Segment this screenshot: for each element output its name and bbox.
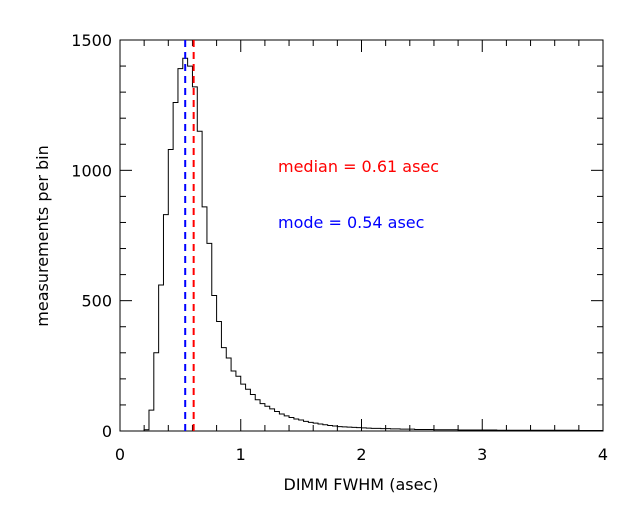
y-tick-label: 1000 <box>71 161 112 180</box>
x-tick-label: 0 <box>115 445 125 464</box>
x-axis-label: DIMM FWHM (asec) <box>284 475 439 494</box>
x-tick-label: 1 <box>236 445 246 464</box>
axis-tick-labels: 0 1 2 3 4 0 500 1000 1500 <box>71 31 608 464</box>
y-tick-label: 1500 <box>71 31 112 50</box>
mode-annotation: mode = 0.54 asec <box>278 213 424 232</box>
marker-lines <box>184 40 195 431</box>
histogram-step-line <box>143 57 604 431</box>
y-tick-label: 0 <box>102 422 112 441</box>
y-tick-label: 500 <box>81 292 112 311</box>
x-tick-label: 4 <box>598 445 608 464</box>
x-tick-label: 3 <box>477 445 487 464</box>
y-axis-label: measurements per bin <box>33 145 52 326</box>
x-tick-label: 2 <box>356 445 366 464</box>
plot-frame <box>119 39 604 432</box>
median-annotation: median = 0.61 asec <box>278 157 439 176</box>
axis-ticks <box>119 39 604 432</box>
